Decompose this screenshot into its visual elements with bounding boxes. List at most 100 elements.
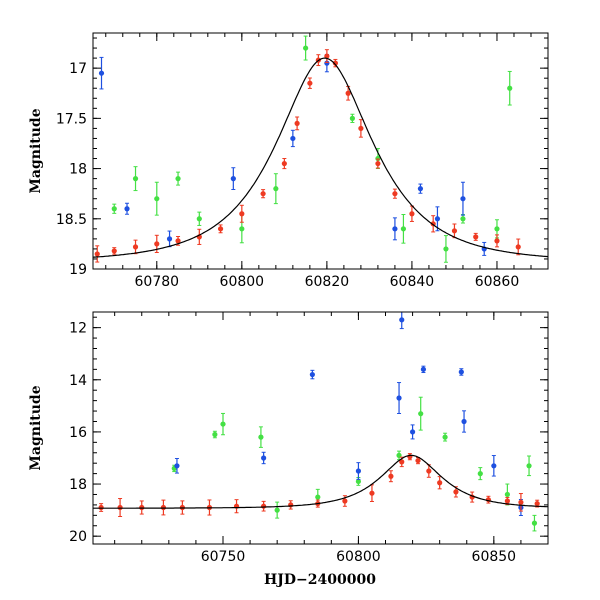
green-data-point [212,431,218,438]
blue-data-point [491,463,497,469]
blue-data-point [166,236,173,242]
red-data-point [392,191,398,197]
x-tick-label: 60750 [201,549,246,565]
red-data-point [494,238,500,244]
red-data-point [132,244,139,250]
red-data-point [261,503,267,509]
red-data-point [117,504,123,511]
plot-frame [92,311,549,545]
x-tick-label: 60840 [390,274,435,290]
blue-data-point [458,369,464,375]
red-data-point [409,211,415,217]
red-data-point [98,504,104,511]
green-data-point [154,196,160,202]
red-data-point [473,234,479,240]
green-data-point [460,216,466,222]
red-data-point [260,191,266,197]
red-data-point [426,468,432,474]
y-tick-label: 18.5 [56,212,87,228]
model-curve [93,454,548,509]
y-tick-label: 18 [69,162,87,178]
red-data-point [288,502,294,508]
red-data-point [504,498,510,504]
red-data-point [154,241,160,247]
red-data-point [437,480,443,486]
red-data-point [294,120,300,126]
blue-data-point [392,226,398,232]
green-data-point [111,206,117,212]
blue-data-point [98,70,105,76]
y-axis-label: Magnitude [28,108,44,193]
green-data-point [477,471,483,477]
blue-data-point [399,317,405,323]
red-data-point [451,228,458,234]
y-tick-label: 18 [69,477,87,493]
blue-data-point [417,186,424,192]
data-points [93,312,548,532]
y-tick-label: 19 [69,262,87,278]
green-data-point [239,226,245,232]
top-panel: 60780 60800 60820 60840 60860 17 17.5 18 18.5 19 M… [28,32,549,290]
green-data-point [258,434,264,440]
y-axis-label: Magnitude [28,385,44,470]
green-data-point [442,434,448,440]
blue-data-point [230,176,236,182]
green-data-point [355,478,362,485]
blue-data-point [420,366,427,372]
green-data-point [400,226,407,232]
blue-data-point [309,371,315,378]
red-data-point [175,238,181,244]
green-data-point [303,45,309,51]
red-data-point [307,80,313,86]
blue-data-point [461,418,467,425]
bottom-panel: 60750 60800 60850 12 14 16 18 20 Magnitude [28,311,549,565]
green-data-point [531,520,538,526]
y-tick-label: 14 [69,373,87,389]
green-data-point [315,494,321,500]
y-tick-label: 16 [69,425,87,441]
green-data-point [504,491,510,498]
red-data-point [111,248,117,254]
blue-data-point [290,135,296,142]
red-data-point [399,459,405,465]
red-data-point [358,125,364,132]
x-tick-label: 60860 [475,274,520,290]
y-tick-label: 12 [69,321,87,337]
red-data-point [515,244,521,250]
green-data-point [273,186,279,192]
red-data-point [388,473,394,479]
red-data-point [375,160,381,167]
x-tick-label: 60800 [220,274,265,290]
blue-data-point [261,455,267,461]
red-data-point [332,60,338,66]
x-tick-label: 60800 [336,549,381,565]
green-data-point [443,246,449,252]
red-data-point [415,457,421,464]
green-data-point [494,226,500,232]
red-data-point [369,490,375,496]
red-data-point [534,500,540,507]
red-data-point [239,211,245,217]
data-points [93,35,548,263]
blue-data-point [460,196,466,202]
green-data-point [507,85,513,91]
green-data-point [375,155,381,162]
red-data-point [453,489,459,495]
x-axis-label: HJD−2400000 [264,572,376,588]
red-data-point [94,251,100,257]
model-curve [93,57,548,258]
green-data-point [196,216,202,222]
green-data-point [418,411,424,417]
y-tick-label: 17 [69,61,87,77]
red-data-point [518,499,524,505]
green-data-point [526,463,532,469]
blue-data-point [396,395,402,401]
x-tick-label: 60780 [135,274,180,290]
green-data-point [175,176,181,182]
x-tick-label: 60850 [472,549,517,565]
plot-frame [92,32,549,270]
red-data-point [342,498,348,504]
blue-data-point [409,429,416,435]
blue-data-point [355,468,362,474]
